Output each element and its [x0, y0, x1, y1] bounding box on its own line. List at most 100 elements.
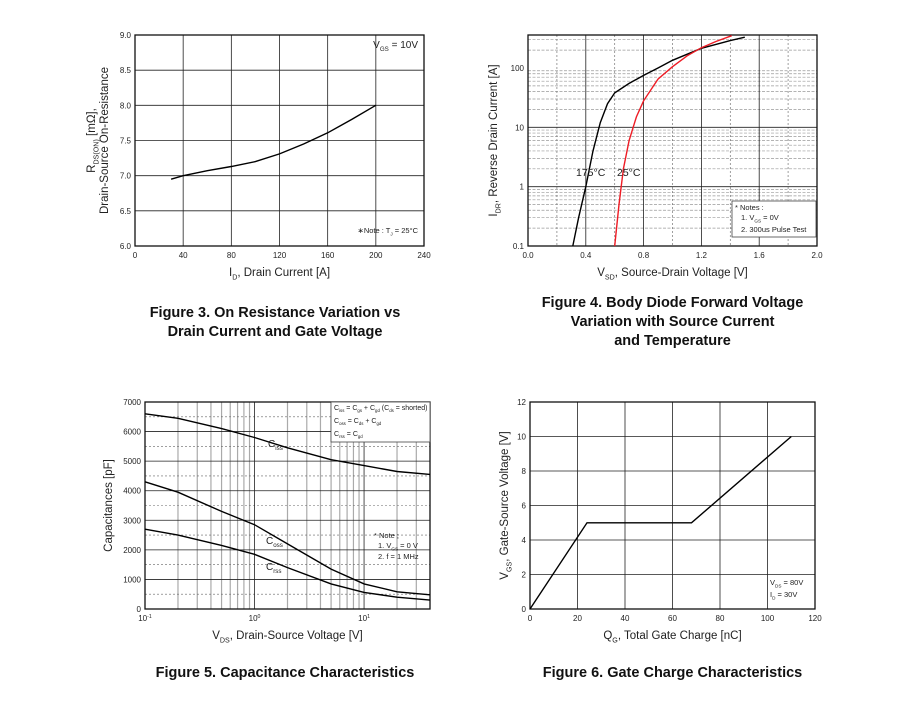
plot-frame: [134, 34, 425, 247]
tick-label: 5000: [123, 457, 141, 466]
annotation: ID = 30V: [770, 590, 797, 600]
tick-label: 80: [716, 614, 725, 623]
tick-label: 6: [522, 502, 527, 511]
caption-line: Figure 3. On Resistance Variation vs: [149, 305, 401, 321]
tick-label: 1: [520, 183, 525, 192]
annotation: Crss = Cgd: [334, 431, 363, 439]
annotation: Ciss: [268, 439, 283, 452]
series-line-175c: [572, 36, 745, 247]
tick-label: 2: [522, 571, 527, 580]
tick-label: 2.0: [811, 251, 823, 260]
series-line-vgs10v: [170, 104, 377, 180]
tick-label: 0.8: [638, 251, 650, 260]
tick-label: 0: [528, 614, 533, 623]
y-axis-label: VGS, Gate-Source Voltage [V]: [499, 431, 513, 579]
tick-label: 0: [133, 251, 138, 260]
tick-label: 3000: [123, 516, 141, 525]
plot-frame: [529, 401, 816, 610]
tick-label: 7000: [123, 398, 141, 407]
annotation: 2. 300us Pulse Test: [741, 225, 807, 234]
caption-line: Variation with Source Current: [570, 314, 775, 330]
plot-frame: [144, 401, 431, 610]
tick-label: 6000: [123, 428, 141, 437]
caption-line: Drain Current and Gate Voltage: [167, 324, 383, 340]
plot-frame: [527, 34, 818, 247]
tick-label: 40: [621, 614, 630, 623]
tick-label: 80: [227, 251, 236, 260]
tick-label: 4: [522, 536, 527, 545]
tick-label: 0.4: [580, 251, 592, 260]
tick-label: 101: [358, 614, 370, 623]
caption-line: Figure 5. Capacitance Characteristics: [155, 665, 415, 681]
y-axis-label: IDR, Reverse Drain Current [A]: [488, 64, 502, 216]
tick-label: 1.6: [754, 251, 766, 260]
y-axis-label-line2: Drain-Source On-Resistance: [99, 67, 111, 214]
chart-5: 10-1 100 101 0 1000 2000 3000 4000 5000 6000 7000 V…: [103, 398, 431, 644]
annotation: Crss: [266, 562, 281, 575]
y-axis-label: Capacitances [pF]: [103, 459, 115, 552]
tick-label: 120: [273, 251, 287, 260]
tick-label: 10: [517, 433, 526, 442]
annotation: VDS = 80V: [770, 578, 803, 588]
tick-label: 6.5: [120, 207, 132, 216]
chart-3: 0 40 80 120 160 200 240 6.0 6.5 7.0 7.5 8.0 8.5 9.0 ID…: [86, 31, 431, 281]
tick-label: 10-1: [138, 614, 152, 623]
tick-label: 8.0: [120, 101, 132, 110]
tick-label: 8: [522, 467, 527, 476]
tick-label: 160: [321, 251, 335, 260]
tick-label: 7.0: [120, 172, 132, 181]
series-line-coss: [144, 481, 431, 596]
tick-label: 120: [808, 614, 822, 623]
annotation: 175°C: [576, 167, 606, 179]
series-line-25c: [614, 35, 732, 247]
note-box: [330, 401, 431, 443]
annotation: 25°C: [617, 167, 641, 179]
annotation: * Notes :: [735, 203, 764, 212]
tick-label: 0: [522, 605, 527, 614]
note-box: [731, 200, 817, 238]
annotation: 2. f = 1 MHz: [378, 552, 419, 561]
series-line-crss: [144, 528, 431, 601]
x-axis-label: VSD, Source-Drain Voltage [V]: [597, 267, 748, 281]
chart-6: 0 20 40 60 80 100 120 0 2 4 6 8 10 12 QG, Total Gate C…: [499, 398, 822, 644]
annotation: Coss: [266, 536, 283, 549]
caption-line: Figure 4. Body Diode Forward Voltage: [541, 295, 804, 311]
tick-label: 2000: [123, 546, 141, 555]
figure-3-caption: Figure 3. On Resistance Variation vs Dra…: [110, 304, 440, 342]
caption-line: and Temperature: [614, 333, 731, 349]
tick-label: 8.5: [120, 66, 132, 75]
x-axis-label: ID, Drain Current [A]: [229, 267, 330, 281]
tick-label: 12: [517, 398, 526, 407]
caption-line: Figure 6. Gate Charge Characteristics: [542, 665, 803, 681]
tick-label: 100: [511, 64, 525, 73]
tick-label: 4000: [123, 487, 141, 496]
series-line-vgs: [529, 435, 792, 610]
annotation: Coss = Cds + Cgd: [334, 418, 382, 426]
series-line-ciss: [144, 413, 431, 476]
chart-4: 0.0 0.4 0.8 1.2 1.6 2.0 0.1 1 10 100 VSD, Source-D…: [488, 34, 823, 281]
figure-4-caption: Figure 4. Body Diode Forward Voltage Var…: [500, 294, 845, 351]
tick-label: 7.5: [120, 137, 132, 146]
tick-label: 240: [417, 251, 431, 260]
tick-label: 60: [668, 614, 677, 623]
tick-label: 0.1: [513, 242, 525, 251]
annotation: VGS = 10V: [373, 40, 418, 53]
tick-label: 40: [179, 251, 188, 260]
tick-label: 0: [137, 605, 142, 614]
annotation: Ciss = Cgs + Cgd (Cds = shorted): [334, 405, 427, 413]
figure-5-caption: Figure 5. Capacitance Characteristics: [110, 664, 460, 683]
figure-6-caption: Figure 6. Gate Charge Characteristics: [500, 664, 845, 683]
annotation: ∗Note : TJ = 25°C: [358, 226, 419, 236]
annotation: * Note ;: [374, 531, 399, 540]
tick-label: 1000: [123, 575, 141, 584]
x-axis-label: QG, Total Gate Charge [nC]: [603, 630, 741, 644]
tick-label: 200: [369, 251, 383, 260]
tick-label: 0.0: [522, 251, 534, 260]
tick-label: 100: [761, 614, 775, 623]
tick-label: 100: [249, 614, 261, 623]
tick-label: 1.2: [696, 251, 708, 260]
tick-label: 9.0: [120, 31, 132, 40]
annotation: 1. VGS = 0 V: [378, 541, 418, 551]
x-axis-label: VDS, Drain-Source Voltage [V]: [212, 630, 363, 644]
